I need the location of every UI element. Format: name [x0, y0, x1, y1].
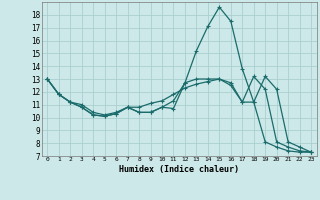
- X-axis label: Humidex (Indice chaleur): Humidex (Indice chaleur): [119, 165, 239, 174]
